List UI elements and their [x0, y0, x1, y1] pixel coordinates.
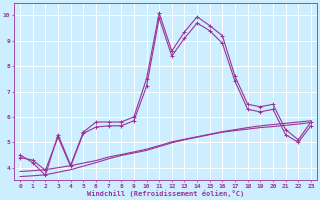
X-axis label: Windchill (Refroidissement éolien,°C): Windchill (Refroidissement éolien,°C) — [87, 190, 244, 197]
